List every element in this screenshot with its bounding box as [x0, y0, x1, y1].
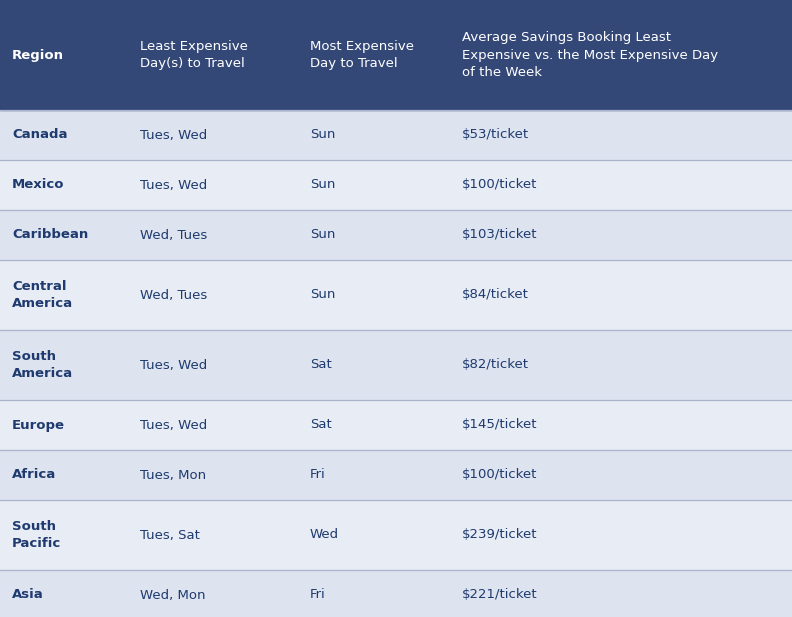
Text: Asia: Asia [12, 589, 44, 602]
Text: Wed, Mon: Wed, Mon [140, 589, 205, 602]
Text: Wed, Tues: Wed, Tues [140, 289, 208, 302]
Text: Fri: Fri [310, 589, 326, 602]
Text: Sat: Sat [310, 418, 332, 431]
Text: Africa: Africa [12, 468, 56, 481]
Text: Tues, Mon: Tues, Mon [140, 468, 206, 481]
Text: $82/ticket: $82/ticket [462, 358, 529, 371]
Text: Canada: Canada [12, 128, 67, 141]
Text: Fri: Fri [310, 468, 326, 481]
Text: $84/ticket: $84/ticket [462, 289, 529, 302]
Bar [0, 570, 792, 617]
Bar [0, 160, 792, 210]
Text: South
Pacific: South Pacific [12, 520, 61, 550]
Text: $145/ticket: $145/ticket [462, 418, 538, 431]
Text: Region: Region [12, 49, 64, 62]
Text: $239/ticket: $239/ticket [462, 529, 538, 542]
Text: $100/ticket: $100/ticket [462, 468, 538, 481]
Text: Average Savings Booking Least
Expensive vs. the Most Expensive Day
of the Week: Average Savings Booking Least Expensive … [462, 31, 718, 78]
Text: Mexico: Mexico [12, 178, 64, 191]
Text: Sun: Sun [310, 289, 335, 302]
Text: Tues, Wed: Tues, Wed [140, 128, 208, 141]
Text: Tues, Wed: Tues, Wed [140, 418, 208, 431]
Bar [0, 260, 792, 330]
Text: Most Expensive
Day to Travel: Most Expensive Day to Travel [310, 40, 414, 70]
Text: Sun: Sun [310, 178, 335, 191]
Text: Tues, Wed: Tues, Wed [140, 178, 208, 191]
Text: Caribbean: Caribbean [12, 228, 88, 241]
Text: South
America: South America [12, 350, 73, 380]
Text: Central
America: Central America [12, 280, 73, 310]
Bar [0, 400, 792, 450]
Bar [0, 0, 792, 110]
Bar [0, 210, 792, 260]
Text: $100/ticket: $100/ticket [462, 178, 538, 191]
Text: $103/ticket: $103/ticket [462, 228, 538, 241]
Text: Tues, Wed: Tues, Wed [140, 358, 208, 371]
Text: Sun: Sun [310, 228, 335, 241]
Text: Sun: Sun [310, 128, 335, 141]
Bar [0, 450, 792, 500]
Text: Least Expensive
Day(s) to Travel: Least Expensive Day(s) to Travel [140, 40, 248, 70]
Text: Wed: Wed [310, 529, 339, 542]
Bar [0, 110, 792, 160]
Text: $221/ticket: $221/ticket [462, 589, 538, 602]
Bar [0, 330, 792, 400]
Text: Sat: Sat [310, 358, 332, 371]
Text: Tues, Sat: Tues, Sat [140, 529, 200, 542]
Text: Wed, Tues: Wed, Tues [140, 228, 208, 241]
Text: Europe: Europe [12, 418, 65, 431]
Text: $53/ticket: $53/ticket [462, 128, 529, 141]
Bar [0, 500, 792, 570]
